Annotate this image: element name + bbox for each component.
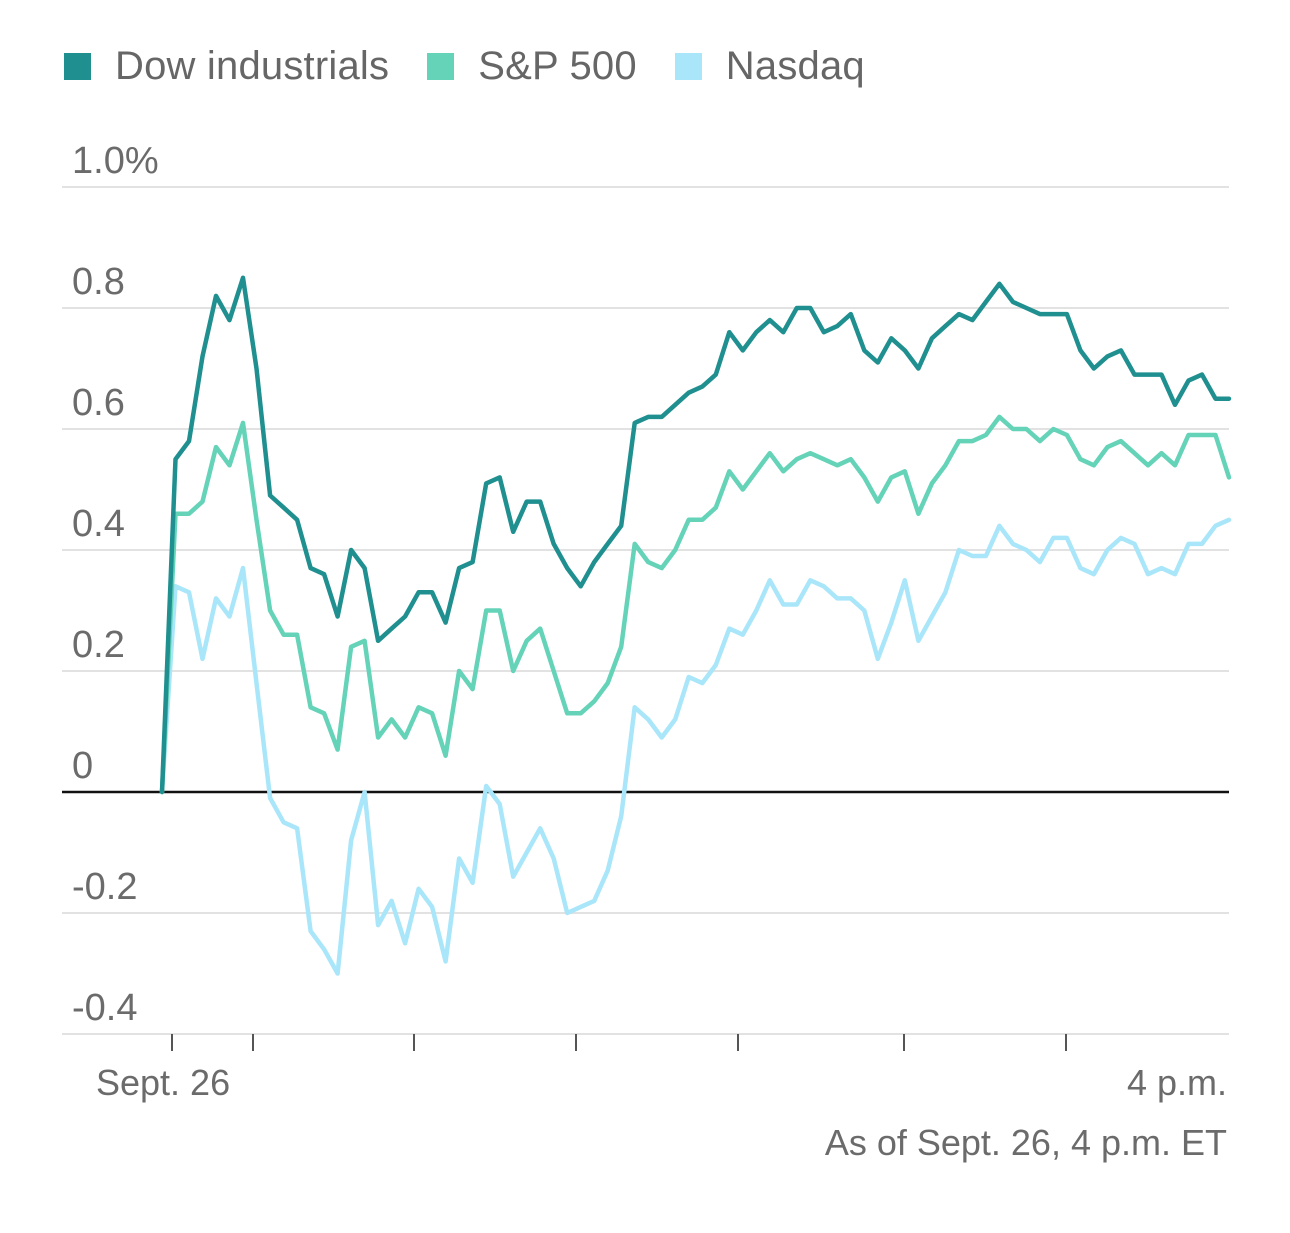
y-axis-labels: 1.0% 0.8 0.6 0.4 0.2 0 -0.2 -0.4 xyxy=(72,140,159,1029)
chart-footnote: As of Sept. 26, 4 p.m. ET xyxy=(825,1122,1227,1163)
y-tick-label: 0.6 xyxy=(72,382,125,424)
series-line-dow-industrials[interactable] xyxy=(159,275,1232,795)
x-axis: Sept. 26 4 p.m. xyxy=(96,1034,1227,1103)
x-tick-label-end: 4 p.m. xyxy=(1127,1062,1227,1103)
y-tick-label: 0.4 xyxy=(72,503,125,545)
x-tick-label-start: Sept. 26 xyxy=(96,1062,230,1103)
series-lines xyxy=(159,275,1232,976)
legend-label-sp500: S&P 500 xyxy=(478,43,637,88)
legend-label-dow: Dow industrials xyxy=(115,43,390,88)
legend-swatch-dow xyxy=(64,52,91,80)
gridlines xyxy=(62,186,1229,1035)
legend-item-nasdaq[interactable]: Nasdaq xyxy=(674,43,865,89)
chart-legend: Dow industrials S&P 500 Nasdaq xyxy=(64,38,903,94)
legend-swatch-sp500 xyxy=(427,52,455,80)
y-tick-label: 1.0% xyxy=(72,140,159,182)
series-line-nasdaq[interactable] xyxy=(159,517,1232,976)
y-tick-label: 0 xyxy=(72,745,93,787)
y-tick-label: -0.2 xyxy=(72,866,137,908)
y-tick-label: 0.2 xyxy=(72,624,125,666)
legend-item-sp500[interactable]: S&P 500 xyxy=(427,44,637,89)
y-tick-label: 0.8 xyxy=(72,261,125,303)
legend-swatch-nasdaq xyxy=(674,52,702,80)
legend-label-nasdaq: Nasdaq xyxy=(725,43,865,88)
y-tick-label: -0.4 xyxy=(72,987,137,1029)
series-line-s-p-500[interactable] xyxy=(159,414,1232,795)
legend-item-dow[interactable]: Dow industrials xyxy=(64,44,389,89)
